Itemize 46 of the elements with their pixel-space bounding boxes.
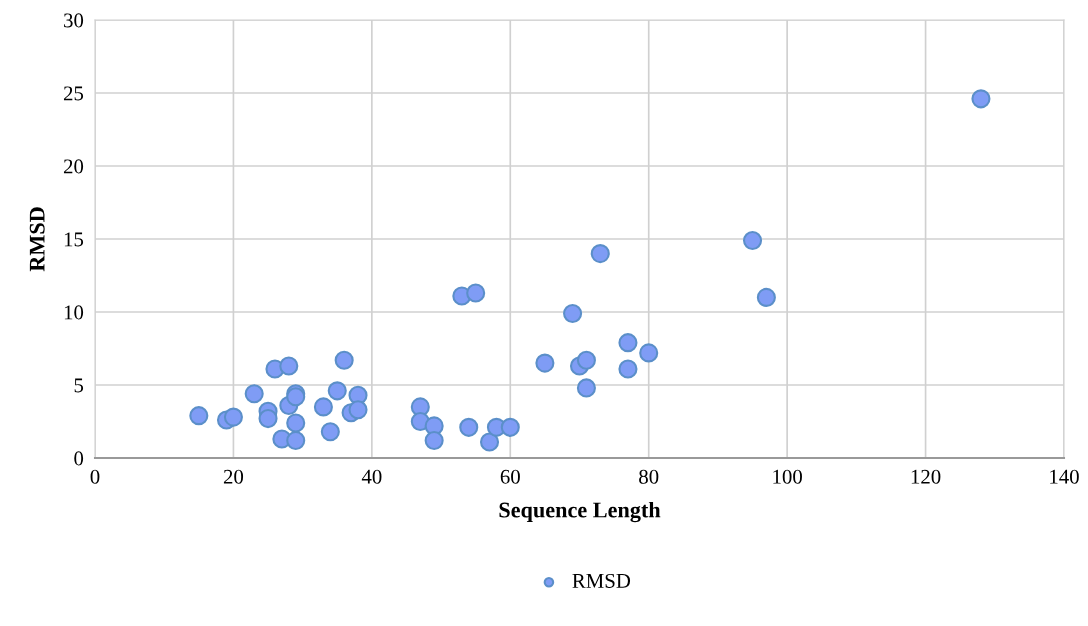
x-tick-label: 0 (90, 469, 100, 484)
point (279, 356, 299, 376)
point (576, 378, 596, 398)
point (189, 406, 209, 426)
point (223, 407, 243, 427)
x-tick-label: 120 (911, 469, 941, 484)
legend-label: RMSD (572, 573, 631, 588)
point (590, 244, 610, 264)
point (286, 413, 306, 433)
x-tick-label: 100 (773, 469, 802, 484)
point (756, 287, 776, 307)
y-tick-label: 10 (64, 305, 84, 320)
point (327, 381, 347, 401)
point (618, 333, 638, 353)
y-tick-label: 20 (63, 159, 84, 174)
x-tick-label: 60 (500, 469, 520, 484)
point (576, 350, 596, 370)
point (334, 350, 354, 370)
x-tick-label: 40 (361, 469, 382, 484)
point (639, 343, 659, 363)
point (286, 430, 306, 451)
point (466, 283, 486, 303)
x-tick-label: 80 (639, 469, 659, 484)
point (535, 353, 555, 373)
y-axis-title: RMSD (29, 207, 45, 272)
x-axis-title: Sequence Length (499, 501, 661, 523)
x-tick-label: 20 (223, 469, 244, 484)
y-tick-label: 25 (63, 86, 84, 101)
point (500, 417, 520, 437)
point (459, 417, 479, 437)
point (563, 303, 583, 323)
point (618, 359, 638, 379)
point (320, 422, 340, 442)
point (479, 432, 500, 452)
point (258, 409, 278, 429)
y-tick-label: 0 (74, 451, 84, 466)
point (742, 230, 763, 250)
y-tick-label: 5 (74, 378, 84, 393)
point (348, 400, 368, 420)
point (313, 397, 333, 417)
point (971, 89, 991, 109)
y-tick-label: 15 (64, 232, 84, 247)
x-tick-label: 140 (1050, 469, 1079, 484)
point (424, 430, 444, 451)
y-tick-label: 30 (64, 13, 84, 28)
point (244, 384, 264, 404)
